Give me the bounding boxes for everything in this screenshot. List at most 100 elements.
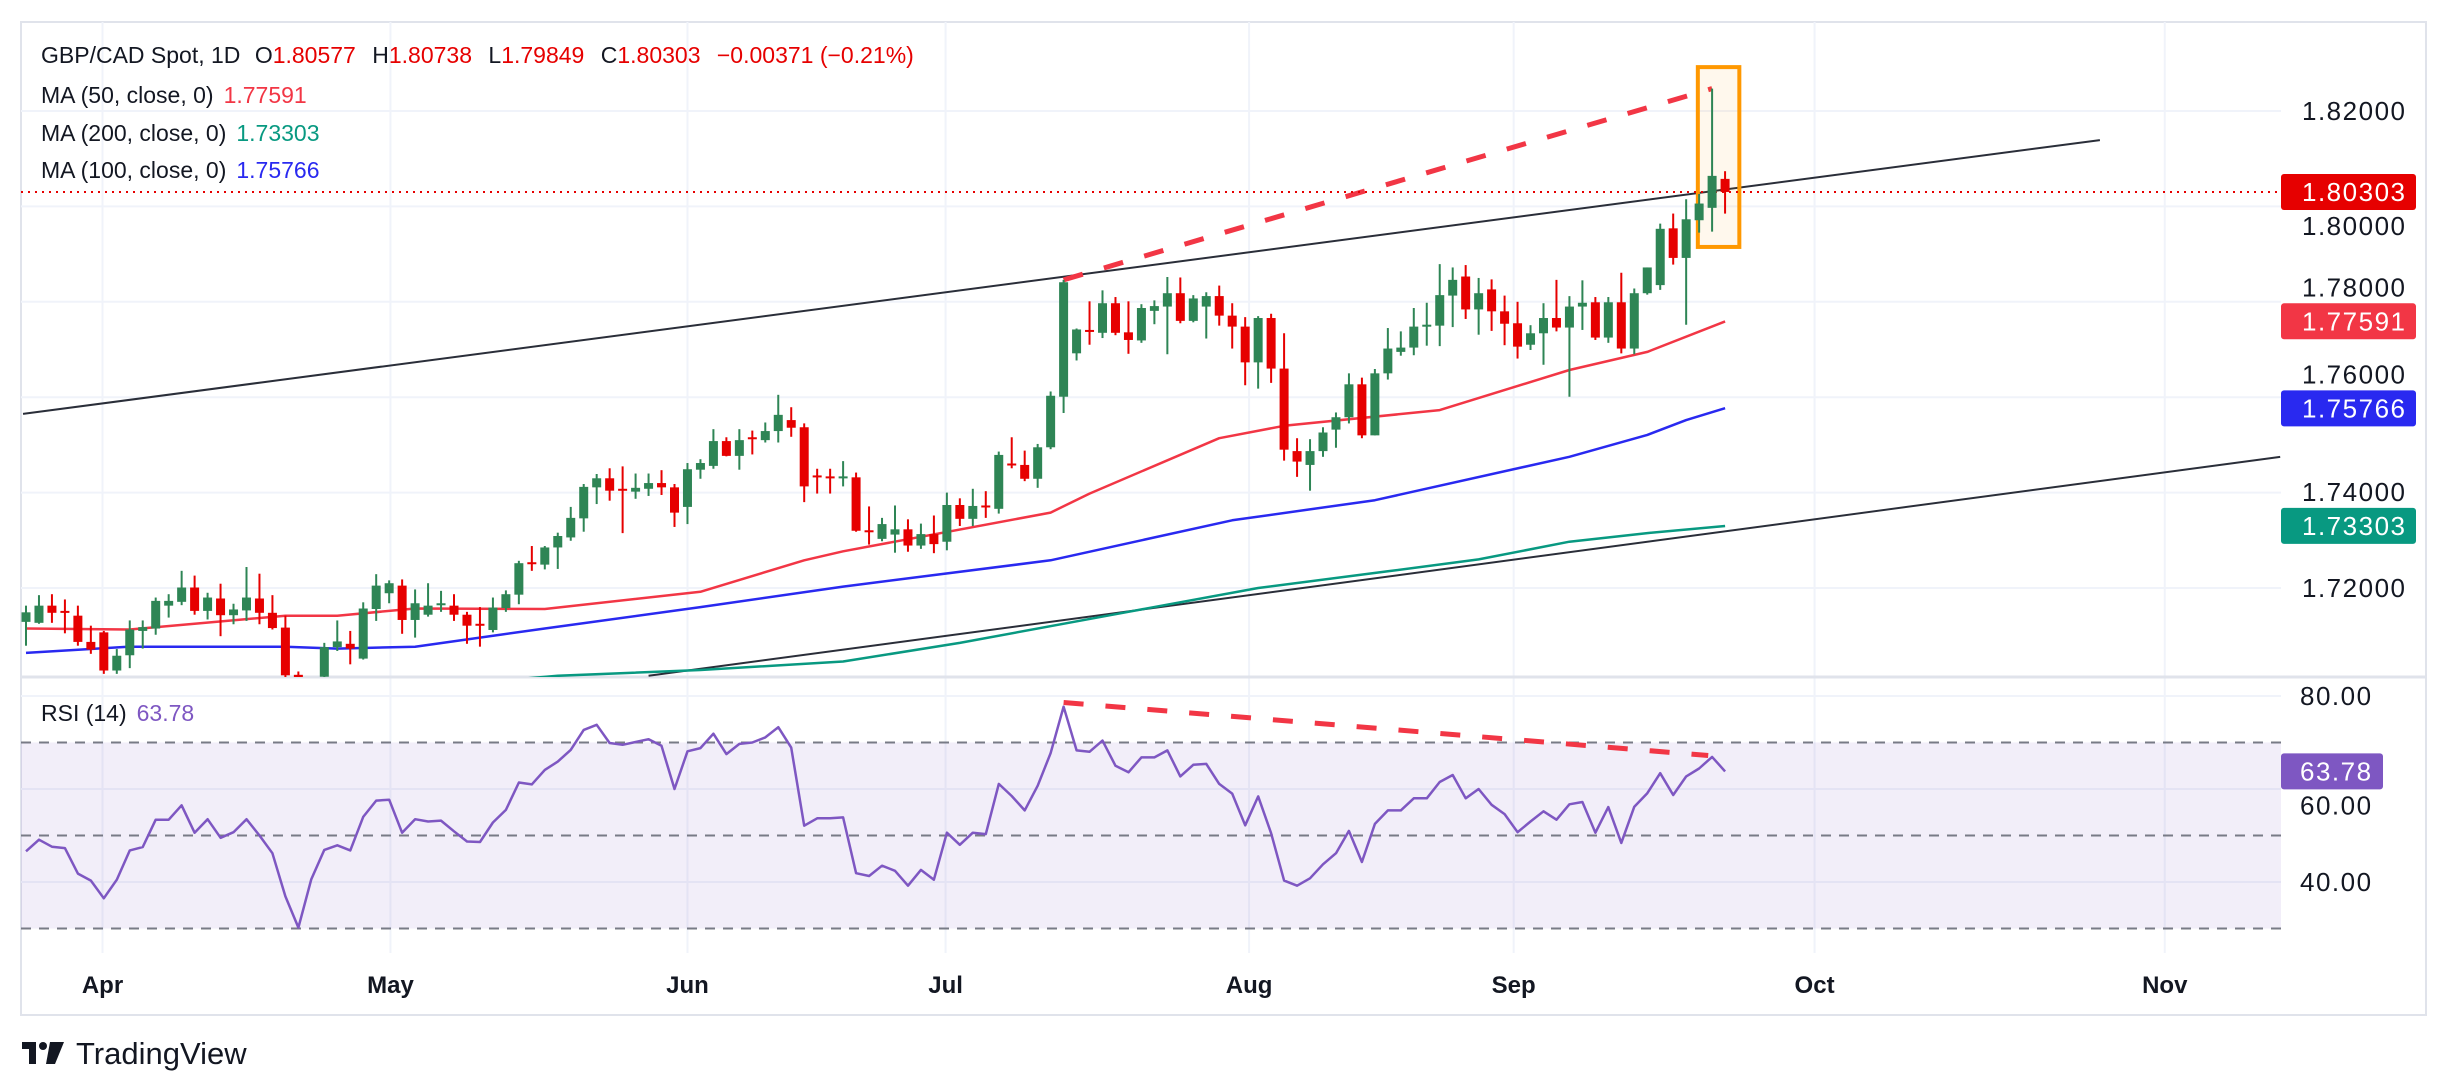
candles	[21, 88, 1730, 677]
candle	[501, 590, 511, 612]
candle-body	[670, 487, 679, 513]
candle	[1059, 279, 1069, 413]
candle	[1474, 277, 1484, 335]
candle-body	[1253, 318, 1263, 363]
candle-body	[1020, 464, 1030, 479]
candle	[1149, 300, 1159, 325]
candle	[1383, 328, 1393, 380]
candle-body	[1461, 276, 1471, 310]
candle-body	[1616, 302, 1626, 349]
channel-lower-line[interactable]	[648, 455, 2281, 677]
candle-body	[851, 477, 861, 531]
ma200-legend[interactable]: MA (200, close, 0) 1.73303	[41, 120, 320, 146]
candle	[164, 594, 174, 618]
ma100-label: MA (100, close, 0)	[41, 157, 226, 183]
price-tag-label: 1.73303	[2302, 511, 2406, 541]
candle	[1201, 292, 1211, 339]
candle	[1681, 199, 1691, 325]
rsi-tag-label: 63.78	[2300, 756, 2373, 786]
candle-body	[566, 517, 576, 538]
ma50-label: MA (50, close, 0)	[41, 82, 214, 108]
price-tick-label: 1.74000	[2302, 477, 2406, 507]
candle	[1227, 303, 1237, 349]
time-axis[interactable]: Apr May Jun Jul Aug Sep Oct Nov	[82, 972, 2188, 999]
ma200-label: MA (200, close, 0)	[41, 120, 226, 146]
candle-body	[1500, 311, 1510, 324]
candle	[1279, 333, 1289, 461]
highlight-box[interactable]	[1695, 65, 1742, 249]
candle-body	[151, 600, 161, 629]
candle-body	[877, 524, 887, 539]
rsi-series	[25, 700, 1727, 929]
candle-body	[579, 486, 589, 519]
candle	[1461, 265, 1471, 319]
candle	[1435, 264, 1445, 347]
candle-body	[682, 469, 692, 507]
low-label: L	[488, 42, 501, 68]
candle	[1136, 304, 1146, 343]
candle-body	[1448, 279, 1458, 296]
candle-body	[1279, 368, 1289, 450]
candle-body	[1538, 318, 1548, 334]
candle-body	[1318, 432, 1328, 452]
candle	[1007, 437, 1017, 469]
candle-body	[1590, 302, 1600, 338]
candle	[1318, 427, 1328, 457]
tradingview-logo[interactable]: TradingView	[22, 1036, 247, 1071]
candle-body	[1694, 203, 1704, 221]
candle-body	[371, 585, 381, 609]
candle	[890, 505, 900, 553]
price-tag-bg	[2281, 507, 2416, 544]
candle	[1098, 290, 1108, 339]
symbol-label[interactable]: GBP/CAD Spot, 1D	[41, 42, 240, 68]
candle-body	[410, 603, 420, 620]
price-tag: 1.77591	[2281, 303, 2416, 340]
candle	[1292, 438, 1302, 477]
candle	[708, 429, 718, 469]
rsi-tick-label: 60.00	[2300, 790, 2373, 820]
candle-body	[1435, 295, 1445, 326]
candle	[942, 492, 952, 551]
ma200-line	[528, 524, 1726, 677]
candle	[1564, 296, 1574, 397]
channel-upper-line[interactable]	[22, 139, 2101, 415]
candle-body	[229, 609, 239, 616]
ma50-legend[interactable]: MA (50, close, 0) 1.77591	[41, 82, 307, 108]
candle	[1655, 223, 1665, 290]
rsi-legend[interactable]: RSI (14) 63.78	[41, 700, 194, 726]
price-tag-bg	[2281, 173, 2416, 210]
candle-body	[1266, 318, 1276, 369]
candle-body	[203, 597, 213, 611]
candle	[1629, 288, 1639, 355]
candle-body	[968, 505, 978, 519]
candle	[125, 620, 135, 669]
candle-body	[384, 583, 394, 594]
candle-body	[60, 610, 70, 613]
candle-body	[708, 441, 718, 466]
candle-body	[1655, 228, 1665, 286]
time-label: Jul	[928, 972, 963, 999]
candle	[631, 473, 641, 499]
candle-body	[1046, 395, 1056, 448]
candle	[799, 423, 809, 503]
candle-body	[981, 505, 991, 508]
candle-body	[1214, 296, 1224, 316]
candle-body	[618, 488, 628, 491]
candle	[1603, 297, 1613, 343]
candle	[1513, 301, 1523, 359]
candle	[423, 583, 433, 617]
candle-body	[864, 530, 874, 533]
candle-body	[267, 612, 277, 629]
candle-body	[1370, 373, 1380, 436]
rsi-tag-bg	[2281, 753, 2383, 790]
candle	[1526, 325, 1536, 350]
candle	[994, 451, 1004, 514]
price-divergence-line[interactable]	[1062, 86, 1713, 283]
candle	[1448, 267, 1458, 328]
price-axis[interactable]: 1.72000 1.74000 1.76000 1.78000 1.80000 1.820…	[2281, 96, 2416, 897]
ma100-legend[interactable]: MA (100, close, 0) 1.75766	[41, 157, 320, 183]
candle-body	[1227, 315, 1237, 327]
drawings	[21, 65, 2281, 677]
rsi-band	[21, 741, 2281, 930]
